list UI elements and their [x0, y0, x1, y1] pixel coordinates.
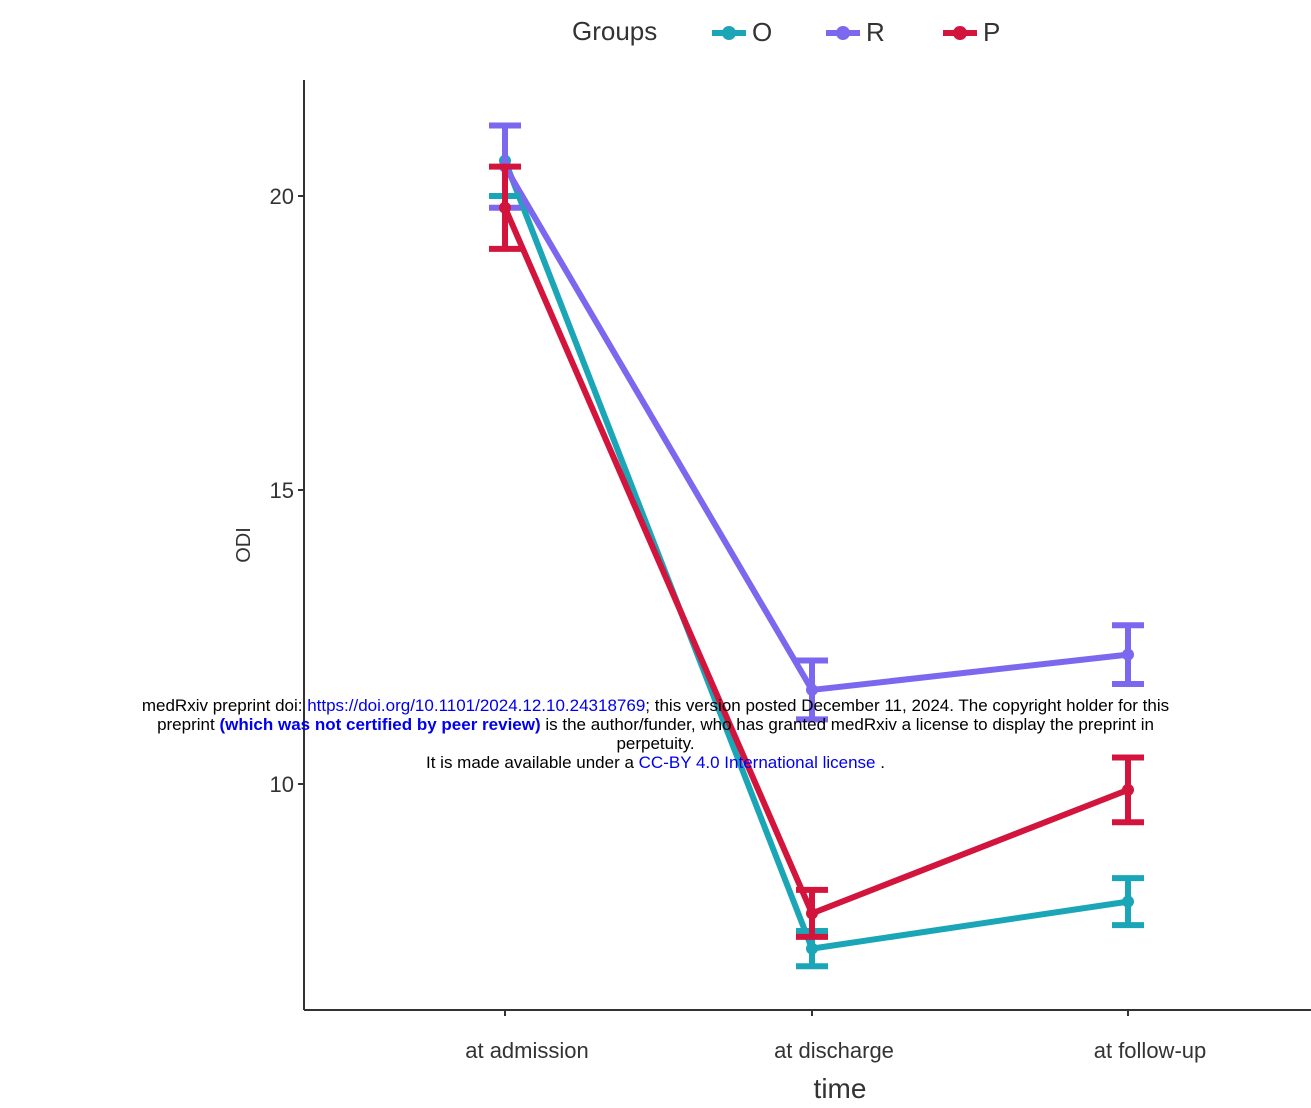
x-tick-label: at follow-up: [1094, 1038, 1207, 1063]
legend: Groups O R P: [572, 16, 1000, 47]
x-tick-label: at admission: [465, 1038, 589, 1063]
data-point-P: [499, 201, 511, 214]
data-point-P: [1122, 783, 1134, 796]
legend-label: O: [752, 17, 772, 47]
y-axis-label: ODI: [233, 527, 255, 563]
notice-line2-prefix: preprint: [157, 715, 220, 734]
notice-line-2: preprint (which was not certified by pee…: [0, 715, 1311, 734]
y-tick-label: 10: [270, 772, 294, 797]
preprint-notice: medRxiv preprint doi: https://doi.org/10…: [0, 696, 1311, 772]
notice-line-3: perpetuity.: [616, 734, 695, 753]
notice-line-4: It is made available under a CC-BY 4.0 I…: [0, 753, 1311, 772]
series-line-O: [502, 159, 1129, 952]
notice-line4-suffix: .: [875, 753, 885, 772]
not-certified-link[interactable]: (which was not certified by peer review): [219, 715, 541, 734]
legend-swatch-point: [953, 26, 967, 40]
notice-line1-suffix: ; this version posted December 11, 2024.…: [645, 696, 1170, 715]
legend-item-P: P: [943, 17, 1000, 47]
legend-item-O: O: [712, 17, 772, 47]
legend-swatch-point: [836, 26, 850, 40]
x-ticks: at admission at discharge at follow-up: [465, 1010, 1206, 1063]
license-link[interactable]: CC-BY 4.0 International license: [638, 753, 876, 772]
legend-label: P: [983, 17, 1000, 47]
series-line-P: [502, 206, 1130, 917]
notice-line1-prefix: medRxiv preprint doi:: [141, 696, 308, 715]
data-point-O: [1122, 895, 1134, 908]
y-tick-label: 15: [270, 478, 294, 503]
series-layer: [489, 122, 1144, 970]
data-point-R: [806, 683, 818, 696]
legend-title: Groups: [572, 16, 657, 46]
legend-item-R: R: [826, 17, 885, 47]
legend-label: R: [866, 17, 885, 47]
y-ticks: 10 15 20: [270, 184, 304, 797]
x-axis-label: time: [814, 1073, 867, 1104]
data-point-P: [806, 907, 818, 920]
notice-line2-suffix: is the author/funder, who has granted me…: [540, 715, 1154, 734]
y-tick-label: 20: [270, 184, 294, 209]
legend-swatch-point: [722, 26, 736, 40]
notice-line4-prefix: It is made available under a: [426, 753, 639, 772]
x-tick-label: at discharge: [774, 1038, 894, 1063]
notice-line-1: medRxiv preprint doi: https://doi.org/10…: [0, 696, 1311, 715]
data-point-R: [1122, 648, 1134, 661]
doi-link[interactable]: https://doi.org/10.1101/2024.12.10.24318…: [307, 696, 646, 715]
data-point-O: [806, 942, 818, 955]
